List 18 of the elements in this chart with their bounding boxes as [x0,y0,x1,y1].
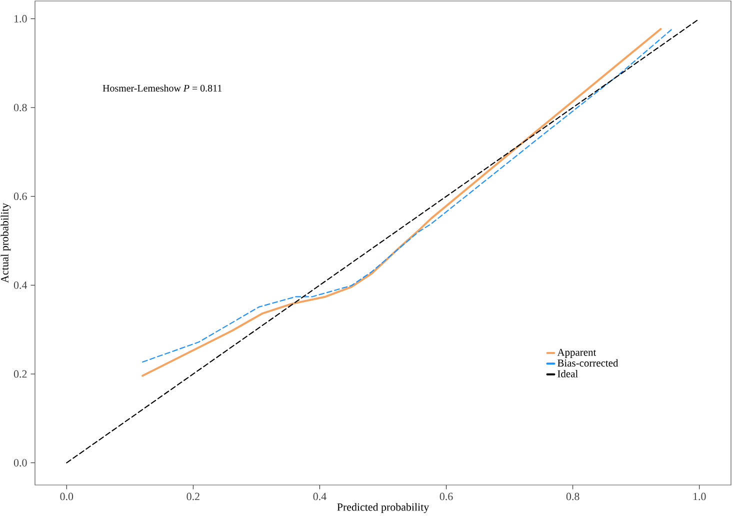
x-tick-label: 0.8 [566,492,580,500]
legend-label: Bias-corrected [558,359,618,367]
y-tick-label: 0.2 [14,370,27,378]
legend-label: Apparent [557,348,596,358]
x-tick-label: 0.0 [60,492,74,500]
y-tick-label: 0.6 [14,192,27,200]
x-tick-label: 0.6 [440,492,453,500]
annotation: Hosmer-Lemeshow P = 0.811 [102,84,222,92]
x-tick-label: 1.0 [693,492,706,500]
y-tick-label: 0.8 [14,104,27,112]
x-axis-title: Predicted probability [337,503,430,514]
x-tick-label: 0.2 [186,492,200,500]
legend-label: Ideal [558,370,578,378]
y-tick-label: 0.4 [14,281,28,289]
y-axis-title: Actual probability [0,203,11,283]
x-tick-label: 0.4 [313,492,326,500]
y-tick-label: 1.0 [14,15,27,22]
y-tick-label: 0.0 [14,459,27,467]
